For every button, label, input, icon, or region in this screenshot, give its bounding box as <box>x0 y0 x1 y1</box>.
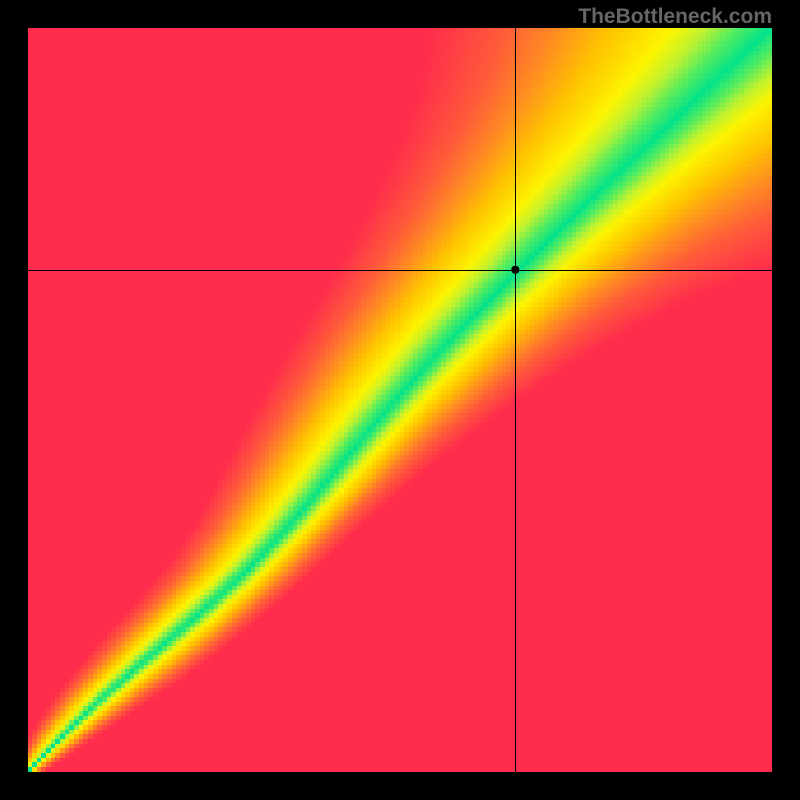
watermark-text: TheBottleneck.com <box>578 5 772 29</box>
chart-plot-area <box>28 28 772 772</box>
heatmap-canvas <box>28 28 772 772</box>
chart-container: TheBottleneck.com <box>0 0 800 800</box>
